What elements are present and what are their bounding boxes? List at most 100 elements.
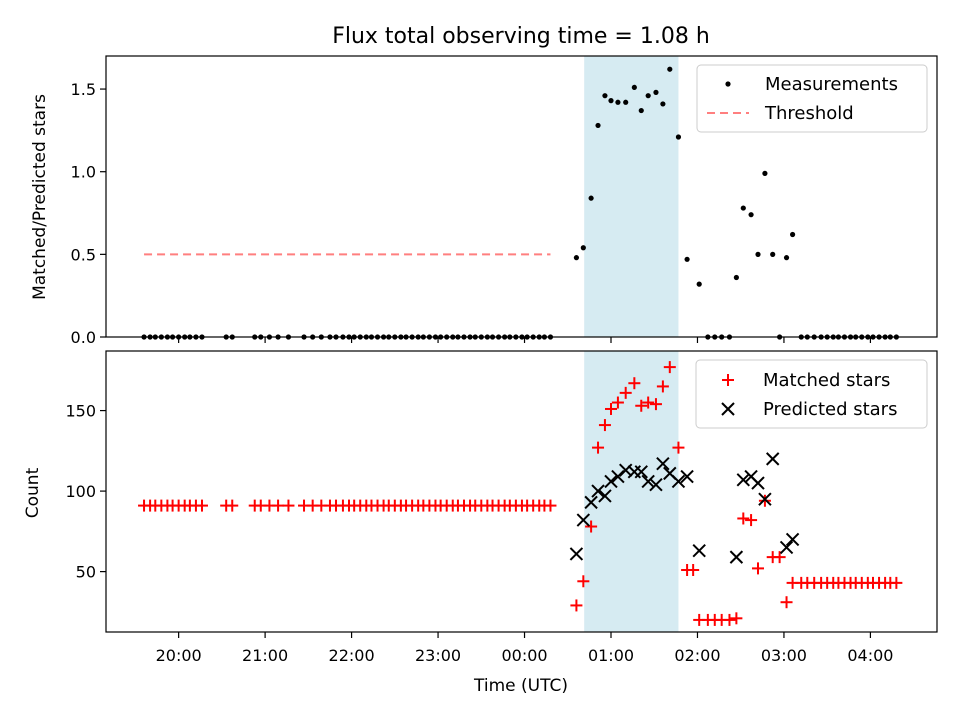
legend-matched-label: Matched stars — [763, 370, 890, 391]
measurement-point — [588, 195, 594, 201]
matched-star-point — [649, 398, 662, 411]
top-legend-box — [696, 64, 928, 133]
top-y-label: Matched/Predicted stars — [30, 94, 50, 300]
bottom-y-tick-label: 50 — [76, 563, 96, 582]
x-tick-label: 22:00 — [329, 646, 375, 665]
predicted-star-point — [576, 513, 591, 527]
matched-star-point — [687, 564, 700, 577]
measurement-point — [623, 99, 629, 105]
matched-stars-series — [138, 361, 903, 626]
predicted-star-point — [598, 489, 612, 503]
predicted-star-point — [584, 495, 598, 510]
predicted-star-point — [736, 473, 751, 487]
x-tick-label: 21:00 — [242, 646, 288, 665]
measurement-point — [770, 251, 776, 257]
matched-star-point — [585, 520, 598, 533]
predicted-stars-series — [569, 452, 800, 564]
bottom-y-axis: 50 100 150 — [65, 402, 106, 582]
top-legend: Measurements Threshold — [696, 64, 928, 133]
measurement-point — [667, 66, 673, 72]
measurement-point — [748, 212, 754, 218]
measurement-point — [638, 107, 644, 114]
x-tick-label: 04:00 — [847, 646, 893, 665]
measurement-point — [740, 205, 746, 211]
matched-star-point — [604, 402, 617, 415]
matched-star-point — [730, 612, 743, 625]
predicted-star-point — [649, 477, 663, 492]
matched-star-point — [570, 599, 583, 612]
matched-star-point — [752, 562, 765, 575]
chart-title: Flux total observing time = 1.08 h — [332, 24, 710, 49]
measurement-point — [631, 84, 637, 91]
bottom-legend-box — [695, 359, 928, 429]
measurement-point — [653, 89, 659, 95]
x-tick-label: 01:00 — [588, 646, 634, 665]
top-y-tick-label: 0.0 — [71, 328, 96, 347]
measurement-point — [645, 93, 651, 99]
measurement-point — [573, 255, 580, 261]
matched-star-point — [780, 596, 793, 609]
x-tick-label: 03:00 — [761, 646, 807, 665]
matched-star-point — [672, 441, 685, 454]
top-y-tick-label: 1.5 — [71, 80, 96, 99]
matched-star-point — [635, 399, 648, 412]
x-tick-label: 02:00 — [674, 646, 720, 665]
matched-star-point — [890, 576, 903, 589]
legend-matched-marker — [722, 374, 734, 386]
measurement-point — [608, 98, 614, 104]
measurement-point — [684, 256, 690, 262]
bottom-panel: 50 100 150 20:00 21:00 22:00 23:00 00:00 01:00 0… — [23, 350, 938, 696]
matched-star-point — [611, 396, 624, 409]
matched-star-point — [656, 380, 669, 393]
x-axis: 20:00 21:00 22:00 23:00 00:00 01:00 02:00 03:00… — [156, 632, 893, 665]
measurement-point — [660, 101, 666, 107]
predicted-star-point — [729, 550, 744, 564]
measurement-point — [755, 251, 761, 257]
top-panel: 0.0 0.5 1.0 1.5 Matched/Predicted stars Mea… — [30, 55, 938, 347]
matched-star-point — [598, 419, 611, 432]
measurement-point — [789, 231, 796, 238]
x-tick-label: 00:00 — [501, 646, 547, 665]
measurement-point — [696, 281, 702, 287]
measurement-point — [675, 134, 682, 140]
matched-star-point — [619, 386, 632, 399]
matched-star-point — [737, 512, 750, 525]
predicted-star-point — [785, 532, 800, 547]
bottom-axes-frame — [105, 350, 938, 633]
predicted-star-point — [751, 476, 765, 490]
matched-star-point — [663, 361, 676, 374]
measurement-point — [602, 93, 608, 99]
matched-star-point — [758, 494, 771, 507]
matched-star-point — [272, 499, 285, 512]
matched-star-point — [628, 377, 641, 390]
predicted-star-point — [758, 492, 772, 506]
measurement-point — [733, 274, 739, 281]
predicted-star-point — [779, 540, 794, 555]
matched-star-point — [195, 499, 208, 512]
measurement-point — [783, 255, 790, 261]
bottom-y-label: Count — [23, 467, 43, 518]
matched-star-point — [226, 499, 239, 512]
predicted-star-point — [641, 474, 655, 489]
predicted-star-point — [569, 547, 584, 561]
predicted-star-point — [591, 484, 605, 498]
predicted-star-point — [671, 474, 686, 489]
measurement-point — [580, 245, 586, 251]
top-y-axis: 0.0 0.5 1.0 1.5 — [71, 80, 106, 347]
predicted-star-point — [604, 474, 618, 489]
matched-star-point — [592, 441, 605, 454]
top-y-tick-label: 0.5 — [71, 245, 96, 264]
observing-window-shade-top — [584, 56, 679, 337]
matched-star-point — [282, 499, 295, 512]
x-axis-label: Time (UTC) — [473, 676, 568, 696]
matched-star-point — [544, 499, 557, 512]
x-tick-label: 20:00 — [156, 646, 202, 665]
legend-threshold-label: Threshold — [764, 103, 854, 124]
legend-predicted-marker — [721, 402, 735, 416]
predicted-star-point — [656, 457, 670, 471]
predicted-star-point — [692, 543, 706, 558]
bottom-legend: Matched stars Predicted stars — [695, 359, 928, 429]
top-y-tick-label: 1.0 — [71, 163, 96, 182]
predicted-star-point — [765, 452, 780, 466]
